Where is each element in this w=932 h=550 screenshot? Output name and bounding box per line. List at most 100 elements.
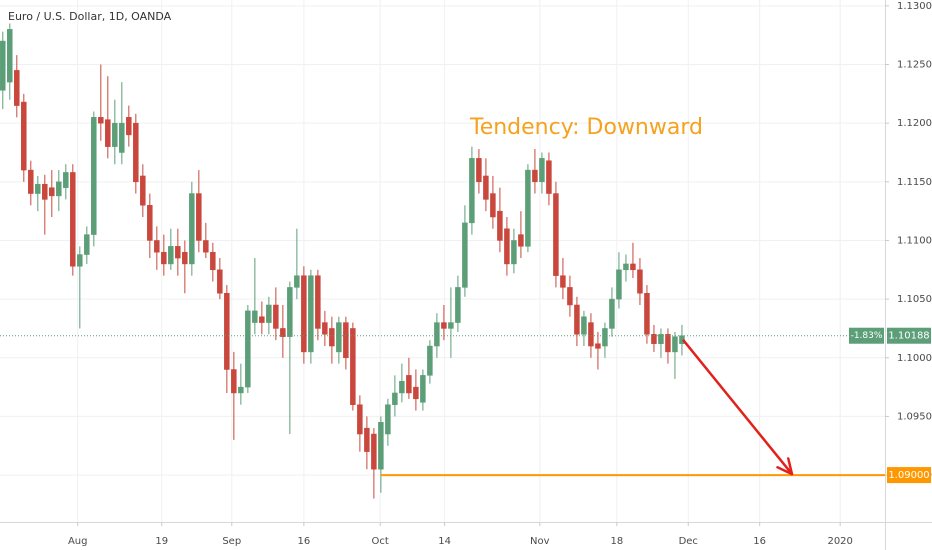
candle-body [77,254,83,267]
candle-body [595,343,601,349]
candle-body [266,304,272,323]
candle-body [301,275,307,353]
candle-body [553,193,559,276]
x-tick-label: Dec [679,536,698,547]
y-tick-label: 1.10000 [897,353,932,364]
candle-body [476,158,482,183]
candle-body [287,287,293,337]
candle-body [245,310,251,388]
change-label-box [849,327,884,344]
candle-body [147,205,153,241]
candle-body [483,175,489,200]
candle-body [560,275,566,288]
y-tick-label: 1.11000 [897,235,932,246]
candle-body [28,169,34,194]
candle-body [154,240,160,253]
candle-body [168,246,174,265]
candle-body [651,334,657,344]
candle-body [273,304,279,329]
candle-body [602,328,608,347]
candle-body [315,275,321,329]
candle-body [7,29,13,83]
candle-body [140,175,146,206]
y-tick-label: 1.12500 [897,60,932,71]
x-tick-label: 2020 [827,536,852,547]
candle-body [448,322,454,329]
overlays [0,335,885,477]
candle-body [364,427,370,452]
candle-body [672,336,678,353]
trend-arrow-head [776,466,794,476]
candle-body [413,386,419,400]
candle-body [252,310,258,323]
candle-body [259,316,265,323]
y-tick-label: 1.09500 [897,411,932,422]
candle-body [112,122,118,147]
candle-body [371,433,377,470]
x-tick-label: 16 [753,536,766,547]
candle-body [189,193,195,265]
candle-body [203,240,209,253]
candle-body [42,183,48,200]
candle-body [14,70,20,106]
candle-body [105,119,111,147]
candle-body [532,169,538,183]
candle-body [525,169,531,247]
candle-body [399,380,405,394]
candle-body [126,117,132,136]
candle-body [539,158,545,183]
candle-body [665,334,671,353]
x-tick-label: Sep [222,536,241,547]
candle-body [574,304,580,335]
x-tick-label: 16 [298,536,311,547]
candle-body [343,322,349,359]
candle-body [497,210,503,241]
candle-body [224,293,230,370]
candle-body [581,316,587,335]
candle-body [427,345,433,376]
last-price-box [887,327,931,344]
candle-body [322,322,328,335]
candle-body [434,322,440,347]
trend-arrow [681,338,793,475]
candle-body [329,328,335,347]
candle-body [0,40,6,91]
y-tick-label: 1.13000 [897,1,932,12]
x-tick-label: 18 [610,536,623,547]
candle-body [637,269,643,294]
candle-body [196,193,202,241]
x-tick-label: 19 [155,536,168,547]
x-tick-label: 14 [438,536,451,547]
chart-title: Euro / U.S. Dollar, 1D, OANDA [8,10,172,23]
x-tick-label: Oct [372,536,389,547]
candle-body [217,269,223,294]
candle-body [658,334,664,344]
y-tick-label: 1.10500 [897,294,932,305]
candle-body [280,328,286,337]
change-label: -1.83% [851,331,883,341]
candle-body [406,375,412,394]
candle-body [441,322,447,329]
candle-body [35,183,41,194]
candle-body [504,228,510,265]
candle-body [56,181,62,197]
candle-body [455,287,461,323]
candle-body [182,251,188,265]
annotation: Tendency: Downward [469,115,703,140]
x-tick-label: Nov [530,536,550,547]
candle-body [630,263,636,271]
candle-body [385,404,391,435]
candle-body [357,404,363,435]
candle-body [294,275,300,288]
candle-body [469,158,475,224]
candle-body [511,240,517,265]
level-label-box [887,467,931,484]
candle-body [91,117,97,235]
candle-body [462,222,468,288]
candle-body [84,234,90,255]
candle-body [21,101,27,171]
candle-body [336,322,342,353]
candle-body [609,298,615,329]
candle-body [588,322,594,347]
